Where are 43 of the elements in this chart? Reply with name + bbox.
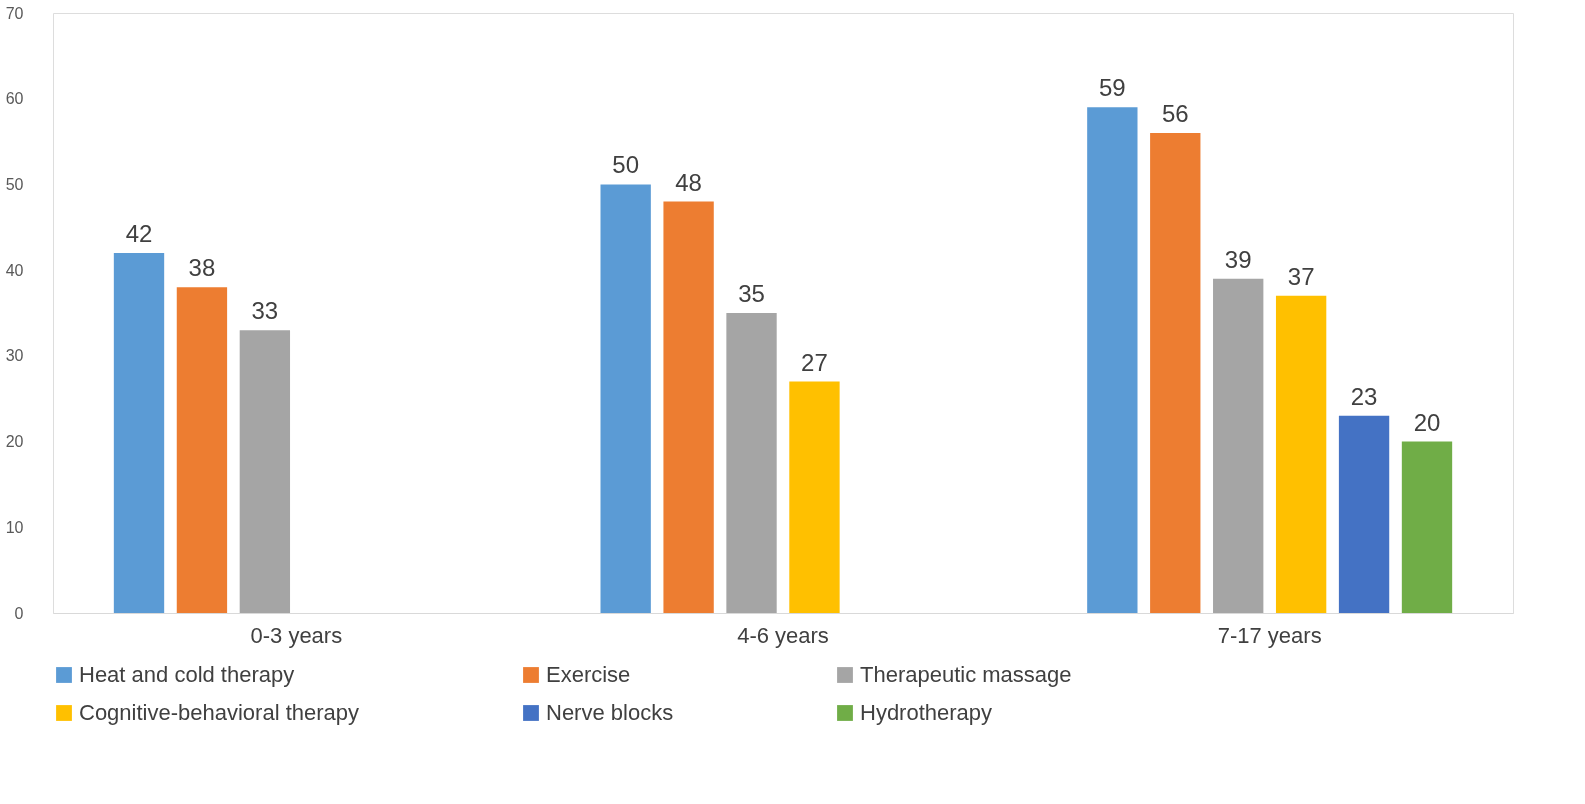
- data-label: 42: [125, 220, 153, 247]
- data-label: 59: [1098, 74, 1126, 102]
- bar: [726, 313, 777, 613]
- legend-label: Hydrotherapy: [860, 700, 993, 725]
- y-tick-label: 30: [5, 347, 24, 365]
- data-label: 33: [251, 297, 279, 325]
- bar: [1401, 441, 1453, 613]
- y-tick-label: 10: [5, 518, 24, 536]
- y-tick-label: 40: [5, 261, 24, 279]
- legend-label: Heat and cold therapy: [79, 662, 295, 687]
- y-tick-label: 0: [14, 604, 24, 622]
- legend-label: Exercise: [546, 662, 631, 687]
- y-tick-label: 60: [5, 90, 24, 108]
- x-tick-label: 4-6 years: [737, 622, 829, 648]
- bar: [1087, 107, 1138, 613]
- y-tick-label: 50: [5, 175, 24, 193]
- data-label: 48: [675, 168, 702, 196]
- bar: [600, 184, 651, 613]
- legend-label: Nerve blocks: [546, 700, 674, 725]
- data-label: 50: [612, 151, 640, 179]
- data-label: 56: [1161, 100, 1189, 127]
- data-label: 27: [801, 348, 828, 376]
- y-tick-label: 70: [5, 4, 24, 22]
- data-label: 20: [1413, 408, 1441, 436]
- bar: [1338, 415, 1390, 613]
- data-label: 23: [1350, 382, 1378, 410]
- legend-label: Therapeutic massage: [860, 662, 1072, 687]
- bar: [176, 287, 228, 613]
- legend-label: Cognitive-behavioral therapy: [79, 700, 360, 725]
- bar: [663, 201, 714, 613]
- y-tick-label: 20: [5, 433, 24, 451]
- data-label: 38: [188, 254, 216, 282]
- bar: [1213, 278, 1264, 613]
- bar: [113, 253, 165, 613]
- bar: [1150, 133, 1201, 613]
- data-label: 35: [738, 280, 765, 307]
- data-label: 37: [1287, 262, 1315, 290]
- bar: [239, 330, 291, 613]
- bar: [789, 381, 840, 613]
- bar: [1275, 295, 1327, 613]
- x-tick-label: 0-3 years: [250, 622, 343, 648]
- x-tick-label: 7-17 years: [1217, 622, 1322, 648]
- data-label: 39: [1224, 245, 1252, 273]
